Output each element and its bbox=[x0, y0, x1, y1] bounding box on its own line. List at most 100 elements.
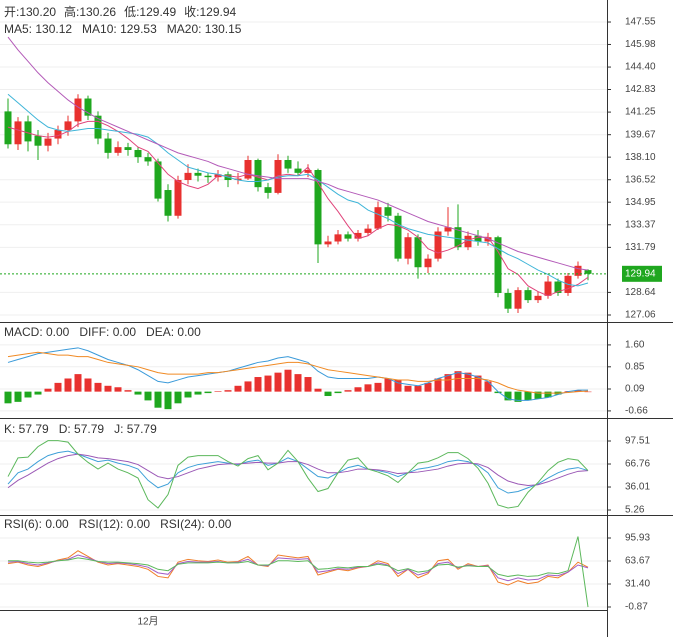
candle-body bbox=[344, 234, 352, 239]
candle-body bbox=[234, 178, 242, 181]
macd-bar bbox=[164, 391, 172, 410]
candle-body bbox=[554, 281, 562, 293]
x-tick-label: 12月 bbox=[137, 616, 158, 628]
macd-bar bbox=[244, 381, 252, 392]
candle-body bbox=[374, 207, 382, 229]
macd-bar bbox=[494, 391, 502, 394]
macd-bar bbox=[274, 372, 282, 392]
candle-body bbox=[174, 180, 182, 216]
macd-bar bbox=[444, 374, 452, 392]
candle-body bbox=[274, 159, 282, 193]
candle-body bbox=[334, 234, 342, 242]
series-line bbox=[8, 536, 589, 608]
macd-bar bbox=[294, 374, 302, 392]
ohlc-header: 低:129.49 bbox=[124, 5, 176, 19]
macd-bar bbox=[574, 390, 582, 392]
candle-body bbox=[24, 121, 32, 142]
macd-bar bbox=[214, 391, 222, 392]
macd-bar bbox=[354, 387, 362, 392]
series-line bbox=[7, 36, 589, 271]
macd-bar bbox=[504, 391, 512, 401]
ohlc-header: 高:130.26 bbox=[64, 4, 116, 19]
macd-bar bbox=[124, 390, 132, 392]
candle-body bbox=[444, 227, 452, 232]
y-tick-label: 139.67 bbox=[625, 129, 656, 140]
macd-bar bbox=[134, 391, 142, 395]
macd-bar bbox=[364, 384, 372, 392]
legend-entry: K: 57.79 bbox=[4, 422, 49, 436]
legend-entry: MA5: 130.12 bbox=[4, 22, 72, 36]
macd-bar bbox=[414, 385, 422, 392]
candle-body bbox=[144, 157, 152, 162]
series-line bbox=[7, 93, 589, 287]
y-tick-label: 5.26 bbox=[625, 505, 645, 516]
candle-body bbox=[164, 190, 172, 216]
candle-body bbox=[244, 159, 252, 179]
candle-body bbox=[574, 265, 582, 276]
legend-entry: MA20: 130.15 bbox=[167, 22, 242, 36]
candle-body bbox=[264, 187, 272, 193]
macd-bar bbox=[384, 378, 392, 392]
macd-bar bbox=[54, 382, 62, 392]
series-line bbox=[7, 347, 588, 401]
candle-body bbox=[414, 237, 422, 268]
y-tick-label: 66.76 bbox=[625, 459, 650, 470]
candle-body bbox=[34, 135, 42, 146]
candle-body bbox=[154, 161, 162, 199]
series-line bbox=[7, 440, 589, 509]
candle-body bbox=[44, 138, 52, 146]
candle-body bbox=[454, 227, 462, 248]
macd-bar bbox=[14, 391, 22, 402]
macd-bar bbox=[424, 382, 432, 392]
y-tick-label: 0.09 bbox=[625, 384, 645, 395]
macd-bar bbox=[74, 374, 82, 392]
y-tick-label: -0.66 bbox=[625, 406, 648, 417]
candle-body bbox=[14, 121, 22, 145]
candle-body bbox=[104, 138, 112, 153]
macd-bar bbox=[584, 391, 592, 393]
macd-bar bbox=[484, 381, 492, 392]
macd-bar bbox=[264, 375, 272, 392]
y-tick-label: 36.01 bbox=[625, 482, 650, 493]
candle-body bbox=[294, 168, 302, 173]
y-tick-label: 141.25 bbox=[625, 107, 656, 118]
candle-body bbox=[124, 147, 132, 150]
candle-body bbox=[284, 159, 292, 169]
macd-bar bbox=[44, 388, 52, 392]
macd-bar bbox=[344, 390, 352, 392]
legend-entry: D: 57.79 bbox=[59, 422, 105, 436]
candle-body bbox=[204, 175, 212, 178]
macd-bar bbox=[4, 391, 12, 404]
macd-bar bbox=[94, 382, 102, 392]
macd-bar bbox=[234, 385, 242, 392]
y-tick-label: 133.37 bbox=[625, 219, 656, 230]
macd-bar bbox=[84, 378, 92, 392]
legend-entry: RSI(12): 0.00 bbox=[79, 517, 151, 531]
macd-bar bbox=[334, 391, 342, 394]
candle-body bbox=[584, 270, 592, 274]
macd-bar bbox=[394, 379, 402, 392]
candle-body bbox=[84, 98, 92, 116]
candle-body bbox=[384, 207, 392, 216]
y-tick-label: 128.64 bbox=[625, 287, 656, 298]
macd-bar bbox=[194, 391, 202, 395]
candle-body bbox=[114, 147, 122, 153]
ohlc-header: 开:130.20 bbox=[4, 5, 56, 19]
y-tick-label: 0.85 bbox=[625, 361, 645, 372]
macd-bar bbox=[174, 391, 182, 404]
candle-body bbox=[424, 258, 432, 268]
candle-body bbox=[404, 237, 412, 259]
y-tick-label: 136.52 bbox=[625, 174, 656, 185]
macd-bar bbox=[34, 391, 42, 395]
macd-bar bbox=[374, 382, 382, 392]
macd-bar bbox=[474, 375, 482, 392]
legend-entry: RSI(24): 0.00 bbox=[160, 517, 232, 531]
macd-bar bbox=[64, 378, 72, 392]
candle-body bbox=[4, 111, 12, 145]
series-line bbox=[7, 550, 589, 586]
last-price-label: 129.94 bbox=[625, 268, 656, 279]
candle-body bbox=[504, 292, 512, 309]
macd-bar bbox=[454, 371, 462, 392]
